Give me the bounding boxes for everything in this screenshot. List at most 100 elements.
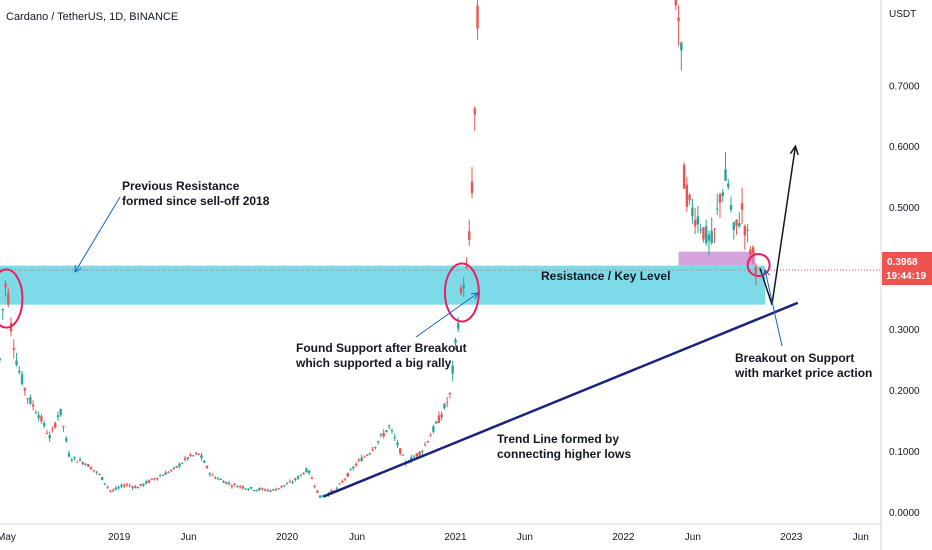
candle-body	[263, 489, 267, 491]
candle-body	[296, 476, 300, 479]
candle-body	[139, 484, 142, 486]
found-support-arrow	[415, 292, 479, 338]
annotation-found-support[interactable]: Found Support after Breakout which suppo…	[295, 341, 467, 370]
symbol-title[interactable]: Cardano / TetherUS, 1D, BINANCE	[6, 11, 178, 23]
candle-body	[169, 469, 173, 471]
candle-body	[429, 435, 432, 437]
y-tick-label: 0.3000	[889, 325, 920, 336]
candle-body	[338, 483, 341, 485]
candle-body	[343, 478, 347, 480]
breakout-arrow	[764, 269, 783, 347]
x-tick-label: Jun	[685, 532, 701, 543]
candle-body	[677, 17, 680, 22]
breakout-box	[678, 251, 756, 266]
candle-body	[688, 194, 691, 201]
candle-body	[371, 449, 374, 451]
candle-body	[208, 473, 211, 475]
previous-resistance-text-1: Previous Resistance	[122, 179, 240, 193]
candle-body	[283, 485, 286, 487]
candle-body	[34, 412, 38, 414]
price-series-layer	[0, 0, 758, 498]
candle-body	[62, 426, 65, 428]
candle-body	[261, 488, 264, 490]
candle-body	[131, 486, 134, 488]
candle-body	[87, 464, 90, 467]
candle-body	[117, 487, 120, 489]
candle-body	[721, 192, 724, 197]
candle-body	[109, 490, 112, 492]
candle-body	[710, 230, 713, 244]
candle-body	[197, 453, 200, 455]
candle-body	[219, 479, 223, 481]
candle-body	[363, 456, 366, 458]
candle-body	[412, 456, 416, 458]
candle-body	[56, 415, 60, 417]
candle-body	[258, 488, 261, 491]
candle-body	[379, 434, 383, 436]
candle-body	[459, 287, 463, 294]
candle-body	[415, 453, 419, 457]
candle-body	[59, 408, 62, 415]
candle-body	[247, 488, 250, 490]
price-unit-label[interactable]: USDT	[889, 9, 916, 20]
candle-body	[699, 229, 702, 231]
x-tick-label: 2023	[780, 532, 803, 543]
candle-body	[92, 470, 96, 472]
candle-body	[735, 219, 738, 226]
candle-body	[341, 481, 344, 483]
candle-body	[476, 5, 479, 29]
annotation-trend-line[interactable]: Trend Line formed by connecting higher l…	[497, 432, 631, 461]
candle-body	[183, 458, 187, 460]
candle-body	[42, 422, 46, 427]
candle-body	[280, 485, 283, 488]
current-price-value: 0.3968	[887, 257, 918, 268]
candle-body	[310, 478, 314, 480]
candle-body	[20, 374, 24, 384]
candle-body	[382, 432, 385, 437]
candle-body	[349, 469, 352, 471]
candle-body	[294, 478, 297, 481]
current-price-tag-bg	[882, 252, 932, 285]
candle-body	[216, 478, 220, 480]
annotation-breakout[interactable]: Breakout on Support with market price ac…	[734, 351, 872, 380]
resistance-zone-label: Resistance / Key Level	[541, 269, 670, 283]
candle-body	[120, 484, 123, 487]
candle-body	[357, 459, 361, 461]
candle-body	[142, 483, 145, 486]
candle-body	[682, 164, 686, 189]
candle-body	[399, 448, 402, 454]
annotation-previous-resistance[interactable]: Previous Resistance formed since sell-of…	[122, 179, 270, 208]
candle-body	[18, 370, 21, 373]
candle-body	[125, 484, 129, 486]
candle-body	[203, 460, 206, 463]
candle-body	[205, 466, 209, 469]
candle-body	[732, 222, 735, 230]
current-price-tag[interactable]: 0.3968 19:44:19	[882, 252, 932, 285]
x-tick-label: May	[0, 532, 16, 543]
x-tick-label: 2020	[276, 532, 299, 543]
candle-body	[51, 429, 54, 431]
y-tick-label: 0.2000	[889, 386, 920, 397]
candle-body	[680, 42, 683, 51]
candle-body	[98, 474, 101, 476]
candle-body	[724, 169, 727, 181]
candle-body	[713, 228, 716, 230]
candle-body	[445, 401, 449, 403]
candle-body	[222, 481, 225, 483]
candle-body	[100, 477, 104, 481]
candle-body	[368, 453, 372, 455]
candle-body	[192, 455, 195, 457]
candle-body	[128, 485, 131, 487]
candle-body	[214, 477, 217, 479]
candle-body	[729, 204, 733, 210]
candle-body	[0, 358, 2, 360]
candle-body	[418, 451, 421, 456]
candle-body	[274, 489, 278, 491]
trend-line	[322, 301, 799, 498]
candle-body	[233, 483, 236, 485]
candle-body	[255, 489, 258, 491]
candle-body	[178, 463, 181, 467]
candle-body	[48, 435, 51, 439]
candle-body	[211, 474, 214, 476]
